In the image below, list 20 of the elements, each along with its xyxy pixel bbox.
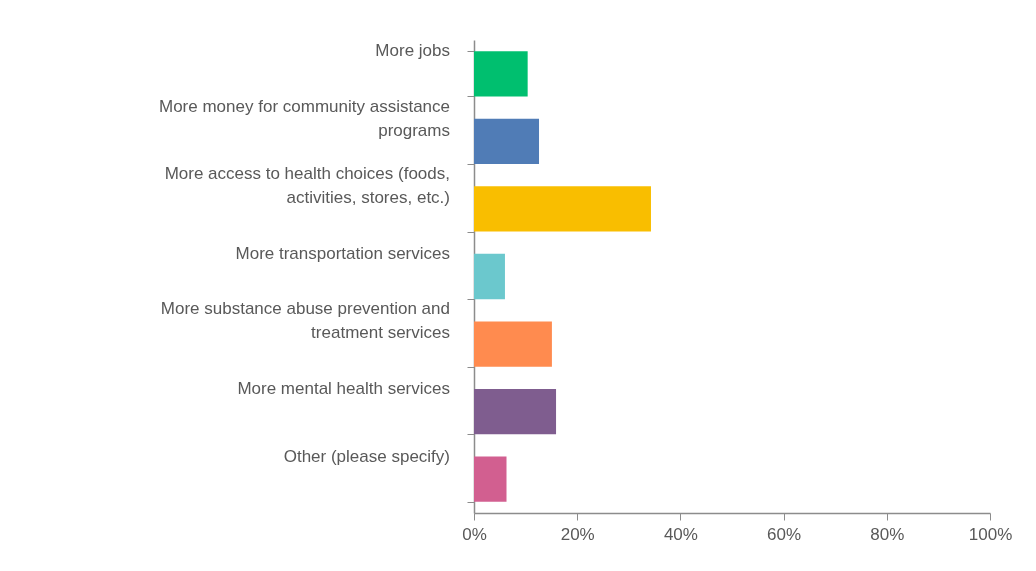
x-tick-label: 40%	[663, 524, 698, 544]
y-tick-label: Other (please specify)	[283, 446, 450, 466]
bar	[474, 51, 528, 97]
x-tick-label: 80%	[870, 524, 905, 544]
bar	[474, 253, 505, 300]
x-tick-label: 60%	[767, 524, 802, 544]
bar	[474, 186, 651, 232]
x-tick-label: 100%	[968, 524, 1013, 544]
x-tick-label: 20%	[560, 524, 595, 544]
y-tick-label: More transportation services	[235, 243, 450, 263]
y-tick-label: More mental health services	[237, 379, 450, 399]
bar	[474, 321, 552, 367]
bar	[474, 389, 557, 435]
y-tick-label: More access to health choices (foods, activities, stores, etc.)	[164, 164, 450, 208]
bar	[474, 456, 507, 502]
y-tick-label: More jobs	[375, 41, 450, 61]
x-tick-label: 0%	[462, 524, 487, 544]
y-tick-label: More substance abuse prevention and treatment services	[160, 299, 450, 343]
bar	[474, 118, 540, 164]
y-tick-label: More money for community assistance programs	[159, 96, 450, 140]
